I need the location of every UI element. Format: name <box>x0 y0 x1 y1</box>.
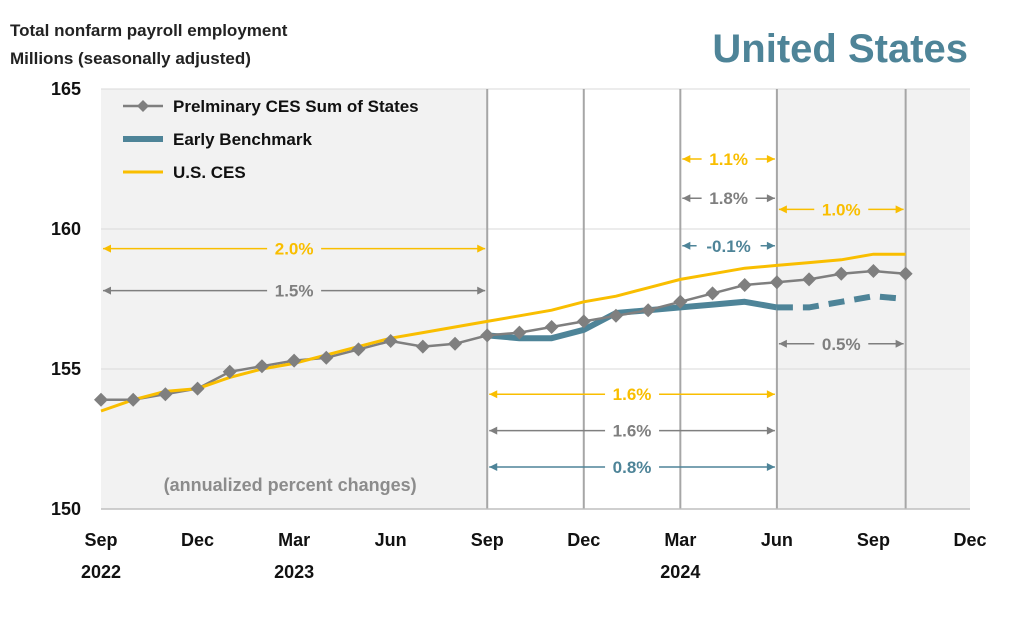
x-tick-label: Dec <box>567 530 600 550</box>
annotation-bg-1 <box>267 280 322 301</box>
annotation-bg-2 <box>701 149 756 169</box>
annotation-bg-8 <box>605 420 660 441</box>
annotation-arrow-right-9 <box>766 463 775 471</box>
sum-of-states-point <box>898 266 913 281</box>
sum-of-states-point <box>705 286 720 301</box>
annotation-arrow-left-4 <box>778 205 787 214</box>
series-early-benchmark <box>486 298 778 342</box>
annotation-label: 1.5% <box>275 282 314 301</box>
y-tick-label: 155 <box>51 359 81 379</box>
annotation-arrow-left-8 <box>489 426 498 435</box>
annotation-bg-7 <box>605 384 660 405</box>
annotation-bg-6 <box>814 333 869 354</box>
annotation-bg-9 <box>605 457 660 477</box>
series-early-benchmark-projected <box>776 293 906 311</box>
sum-of-states-point <box>576 314 591 329</box>
annotation-label: 1.0% <box>822 200 861 219</box>
chart-title: Total nonfarm payroll employment <box>10 21 288 40</box>
legend-marker-sum-of-states <box>137 100 149 112</box>
sum-of-states-point <box>866 264 881 278</box>
x-tick-label: Mar <box>664 530 696 550</box>
sum-of-states-point <box>415 339 430 354</box>
annotation-arrow-right-4 <box>895 205 904 214</box>
annotation-arrow-left-2 <box>682 155 691 163</box>
annotation-bg-4 <box>814 199 869 220</box>
annotation-arrow-right-5 <box>766 241 775 250</box>
y-tick-label: 150 <box>51 499 81 519</box>
annotation-arrow-right-0 <box>477 244 486 253</box>
x-tick-label: Sep <box>471 530 504 550</box>
sum-of-states-point <box>351 342 366 357</box>
annotation-arrow-left-9 <box>489 463 498 471</box>
annotation-arrow-right-8 <box>766 426 775 435</box>
annotation-arrow-right-2 <box>766 155 775 163</box>
annotation-bg-3 <box>701 188 756 209</box>
annotation-bg-0 <box>267 238 322 259</box>
sum-of-states-point <box>383 334 398 348</box>
sum-of-states-point <box>158 387 173 402</box>
sum-of-states-point <box>319 350 334 365</box>
shaded-region-1 <box>776 89 970 509</box>
annotation-label: 1.6% <box>613 422 652 441</box>
x-tick-label: Sep <box>857 530 890 550</box>
legend-label: U.S. CES <box>173 163 246 182</box>
plot-area: 150 155 160 165 Sep 2022 Dec Mar 2023 Jun Sep Dec Ma… <box>51 79 987 582</box>
annotation-arrow-left-3 <box>682 194 691 203</box>
annotation-arrow-right-6 <box>895 339 904 348</box>
x-tick-year: 2024 <box>660 562 700 582</box>
annotation-label: 1.6% <box>613 385 652 404</box>
sum-of-states-point <box>802 272 817 287</box>
annotation-arrow-right-7 <box>766 390 775 399</box>
annotation-bg-5 <box>696 235 761 256</box>
region-title: United States <box>712 27 968 71</box>
y-tick-label: 165 <box>51 79 81 99</box>
x-tick-year: 2023 <box>274 562 314 582</box>
x-tick-label: Sep <box>84 530 117 550</box>
annotation-arrow-left-7 <box>489 390 498 399</box>
annotation-arrow-left-6 <box>778 339 787 348</box>
sum-of-states-point <box>512 325 527 340</box>
annotation-arrow-right-3 <box>766 194 775 203</box>
x-tick-label: Jun <box>761 530 793 550</box>
sum-of-states-point <box>769 275 784 290</box>
sum-of-states-point <box>544 320 559 334</box>
sum-of-states-point <box>287 353 302 368</box>
series-us-ces <box>100 252 906 413</box>
x-tick-label: Mar <box>278 530 310 550</box>
sum-of-states-point <box>190 381 205 396</box>
annotation-arrow-left-0 <box>103 244 111 253</box>
annotation-arrow-right-1 <box>477 286 486 295</box>
annotation-label: -0.1% <box>706 237 750 256</box>
sum-of-states-point <box>126 392 141 407</box>
legend-label: Prelminary CES Sum of States <box>173 97 419 116</box>
annotation-label: 1.8% <box>709 189 748 208</box>
sum-of-states-point <box>673 294 688 309</box>
sum-of-states-point <box>222 364 237 379</box>
sum-of-states-point <box>737 278 752 292</box>
x-tick-label: Dec <box>953 530 986 550</box>
annotation-label: 0.8% <box>613 458 652 477</box>
x-tick-label: Jun <box>375 530 407 550</box>
annotation-label: 1.1% <box>709 150 748 169</box>
sum-of-states-point <box>834 266 849 281</box>
sum-of-states-point <box>94 392 108 407</box>
sum-of-states-point <box>608 308 623 323</box>
x-tick-year: 2022 <box>81 562 121 582</box>
annotation-label: 2.0% <box>275 240 314 259</box>
annotation-arrow-left-5 <box>682 241 691 250</box>
y-tick-label: 160 <box>51 219 81 239</box>
x-tick-label: Dec <box>181 530 214 550</box>
sum-of-states-point <box>448 336 463 351</box>
sum-of-states-point <box>254 359 269 374</box>
chart-ylabel: Millions (seasonally adjusted) <box>10 49 251 68</box>
sum-of-states-point <box>480 328 495 343</box>
legend-label: Early Benchmark <box>173 130 312 149</box>
sum-of-states-point <box>641 303 656 318</box>
chart-note: (annualized percent changes) <box>164 475 417 495</box>
annotation-arrow-left-1 <box>103 286 111 295</box>
annotation-label: 0.5% <box>822 335 861 354</box>
